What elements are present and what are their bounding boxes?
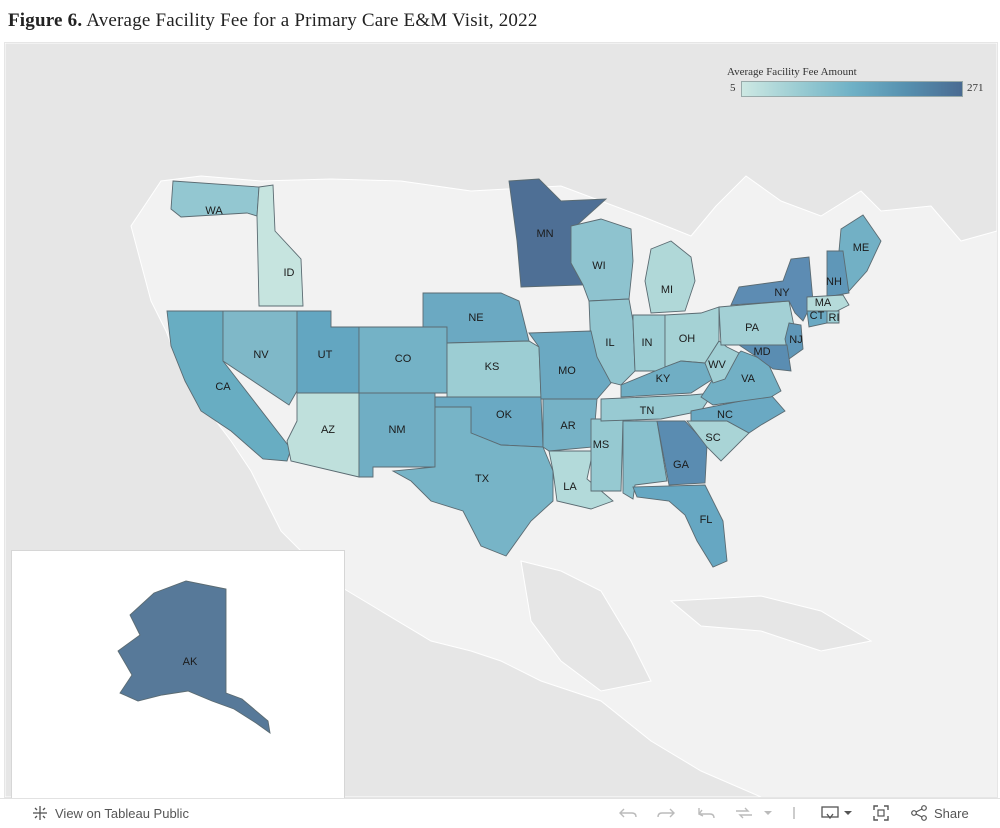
label-OK: OK: [496, 409, 513, 421]
redo-button[interactable]: [656, 803, 676, 823]
state-GA[interactable]: [656, 420, 708, 486]
label-WA: WA: [205, 205, 223, 217]
legend-gradient-bar: [741, 81, 963, 97]
state-IN[interactable]: [632, 314, 666, 372]
tableau-logo-icon: [33, 806, 47, 820]
label-PA: PA: [745, 322, 760, 334]
label-TN: TN: [640, 405, 655, 417]
label-MI: MI: [661, 284, 673, 296]
label-NC: NC: [717, 409, 733, 421]
label-NY: NY: [774, 287, 790, 299]
label-NJ: NJ: [789, 334, 802, 346]
share-icon: [911, 805, 927, 821]
state-WV[interactable]: [704, 340, 740, 384]
label-MO: MO: [558, 365, 576, 377]
label-MN: MN: [536, 228, 553, 240]
label-WV: WV: [708, 359, 726, 371]
state-RI[interactable]: [826, 310, 840, 324]
state-NJ[interactable]: [784, 322, 804, 360]
download-button[interactable]: [820, 803, 854, 823]
label-ID: ID: [284, 267, 295, 279]
state-NH[interactable]: [826, 250, 850, 298]
label-AR: AR: [560, 420, 575, 432]
label-MD: MD: [753, 346, 770, 358]
label-NH: NH: [826, 276, 842, 288]
undo-icon: [619, 808, 637, 818]
alaska-inset-map: AK: [117, 580, 271, 734]
state-AR[interactable]: [542, 398, 598, 452]
legend-title: Average Facility Fee Amount: [727, 66, 857, 78]
label-IL: IL: [605, 337, 614, 349]
fullscreen-button[interactable]: [872, 803, 890, 823]
fullscreen-icon: [873, 805, 889, 821]
state-MD[interactable]: [737, 344, 792, 372]
label-VA: VA: [741, 373, 756, 385]
toolbar-divider: [792, 803, 796, 823]
view-on-tableau-button[interactable]: View on Tableau Public: [32, 803, 189, 823]
state-MI[interactable]: [644, 240, 696, 314]
share-label: Share: [934, 805, 969, 821]
alaska-inset: AK: [11, 550, 345, 802]
label-NM: NM: [388, 424, 405, 436]
label-IN: IN: [642, 337, 653, 349]
tableau-toolbar: View on Tableau Public Share: [0, 798, 1000, 828]
label-AZ: AZ: [321, 424, 335, 436]
label-GA: GA: [673, 459, 690, 471]
label-NE: NE: [468, 312, 483, 324]
revert-button[interactable]: [696, 803, 716, 823]
figure-title: Figure 6. Average Facility Fee for a Pri…: [8, 10, 538, 32]
state-NC[interactable]: [690, 394, 786, 434]
label-CO: CO: [395, 353, 412, 365]
label-CA: CA: [215, 381, 231, 393]
state-AK[interactable]: [117, 580, 271, 734]
label-MA: MA: [815, 297, 832, 309]
state-FL[interactable]: [632, 484, 728, 568]
state-TX[interactable]: [391, 406, 554, 557]
state-ID[interactable]: [256, 184, 304, 307]
label-OH: OH: [679, 333, 696, 345]
state-NV[interactable]: [222, 310, 298, 406]
undo-button[interactable]: [618, 803, 638, 823]
label-CT: CT: [810, 310, 825, 322]
label-FL: FL: [700, 514, 713, 526]
color-legend: Average Facility Fee Amount 5 271: [727, 66, 989, 97]
figure-title-text: Average Facility Fee for a Primary Care …: [86, 10, 538, 31]
view-on-tableau-label: View on Tableau Public: [55, 805, 189, 821]
label-TX: TX: [475, 473, 490, 485]
label-KS: KS: [485, 361, 500, 373]
label-SC: SC: [705, 432, 720, 444]
refresh-button[interactable]: [734, 803, 774, 823]
state-MA[interactable]: [806, 294, 850, 312]
state-MO[interactable]: [528, 330, 612, 400]
share-button[interactable]: Share: [910, 803, 969, 823]
figure-label: Figure 6.: [8, 10, 83, 31]
label-UT: UT: [318, 349, 333, 361]
label-KY: KY: [656, 373, 671, 385]
legend-min-value: 5: [730, 82, 736, 94]
state-NM[interactable]: [358, 392, 436, 478]
state-MS[interactable]: [590, 418, 624, 492]
label-RI: RI: [829, 312, 840, 324]
label-WI: WI: [592, 260, 605, 272]
label-ME: ME: [853, 242, 870, 254]
label-NV: NV: [253, 349, 269, 361]
revert-icon: [697, 808, 715, 819]
label-LA: LA: [563, 481, 577, 493]
redo-icon: [657, 808, 675, 818]
download-icon: [821, 806, 852, 820]
state-labels: WA ID CA NV UT AZ CO NM NE KS OK TX MN W…: [205, 205, 869, 526]
label-AK: AK: [183, 656, 198, 668]
label-MS: MS: [593, 439, 610, 451]
state-VA[interactable]: [700, 350, 782, 406]
refresh-icon: [736, 807, 772, 819]
legend-max-value: 271: [967, 82, 984, 94]
